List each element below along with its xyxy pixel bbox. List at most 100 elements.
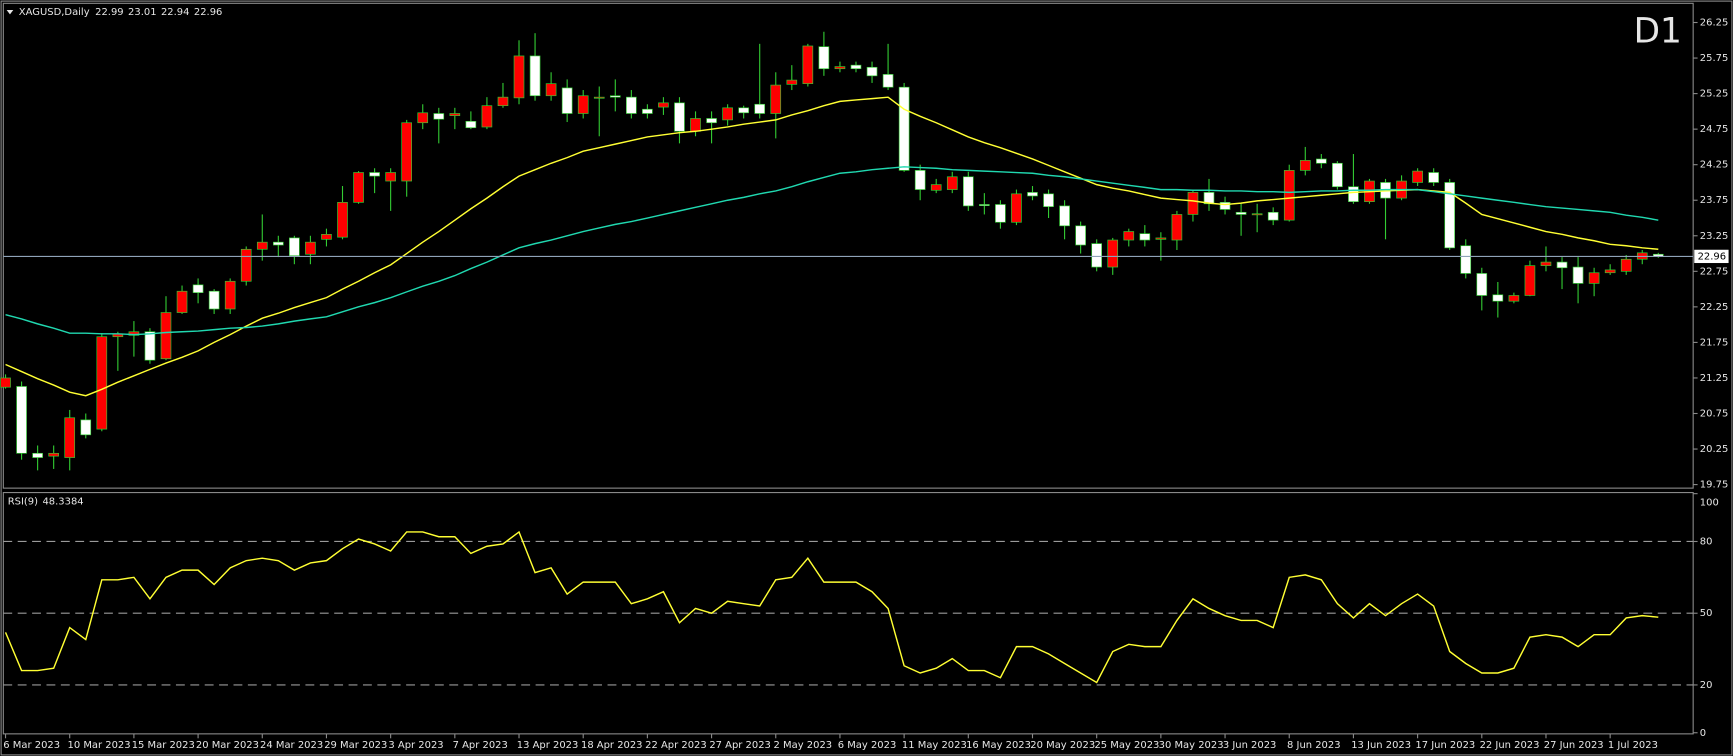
- header-open: 22.99: [95, 7, 123, 18]
- candle-body: [1235, 211, 1247, 215]
- moving-average: [5, 166, 1659, 336]
- candle-body: [946, 176, 958, 190]
- candle-body: [1283, 170, 1295, 221]
- y-tick-label: 19.75: [1700, 480, 1728, 491]
- candle-body: [240, 248, 252, 282]
- candle-body: [1219, 202, 1231, 210]
- candle-body: [690, 118, 701, 132]
- candle-body: [1604, 269, 1616, 274]
- candle-body: [1251, 213, 1263, 216]
- x-tick-label: 22 Jun 2023: [1480, 740, 1540, 751]
- candle-body: [962, 176, 974, 207]
- x-tick-label: 3 Jun 2023: [1223, 740, 1277, 751]
- price-label: 22.96: [1698, 251, 1726, 262]
- candle-body: [305, 241, 316, 255]
- candle-body: [1059, 205, 1070, 227]
- candle-body: [273, 241, 284, 246]
- candle-body: [417, 112, 429, 124]
- header-high: 23.01: [128, 7, 156, 18]
- candle-body: [1011, 193, 1022, 223]
- moving-average: [5, 96, 1659, 397]
- candle-body: [513, 55, 525, 99]
- candle-body: [321, 234, 332, 240]
- rsi-current: 48.3384: [42, 496, 83, 507]
- candle-body: [754, 103, 766, 114]
- candle-body: [995, 204, 1006, 223]
- candle-body: [738, 107, 749, 114]
- y-tick-label: 21.75: [1700, 337, 1728, 348]
- y-tick-label: 21.25: [1700, 373, 1728, 384]
- candle-body: [208, 290, 220, 310]
- candle-body: [289, 237, 300, 257]
- x-tick-label: 20 May 2023: [1030, 740, 1095, 751]
- x-tick-label: 27 Apr 2023: [709, 740, 771, 751]
- candle-body: [449, 113, 461, 116]
- menu-arrow[interactable]: [6, 9, 14, 15]
- x-tick-label: 22 Apr 2023: [645, 740, 707, 751]
- y-tick-label: 20: [1700, 680, 1713, 691]
- candle-body: [1588, 272, 1600, 284]
- x-tick-label: 20 Mar 2023: [196, 740, 259, 751]
- x-tick-label: 18 Apr 2023: [581, 740, 643, 751]
- x-tick-label: 3 Apr 2023: [388, 740, 443, 751]
- candle-body: [1123, 231, 1135, 241]
- x-tick-label: 15 Mar 2023: [132, 740, 195, 751]
- y-tick-label: 24.25: [1700, 160, 1728, 171]
- candle-body: [930, 184, 942, 191]
- rsi-title: RSI(9): [8, 496, 38, 507]
- candle-body: [465, 120, 477, 129]
- candle-body: [1348, 186, 1359, 202]
- candle-body: [1187, 192, 1199, 215]
- candle-body: [1508, 295, 1520, 302]
- candle-body: [256, 241, 268, 250]
- y-tick-label: 24.75: [1700, 124, 1728, 135]
- candle-body: [1299, 160, 1311, 171]
- y-tick-label: 22.25: [1700, 302, 1728, 313]
- y-tick-label: 20.75: [1700, 408, 1728, 419]
- candle-body: [1412, 170, 1423, 183]
- x-tick-label: 13 Apr 2023: [517, 740, 579, 751]
- candle-body: [192, 284, 204, 293]
- candle-body: [626, 96, 637, 114]
- candle-body: [979, 204, 990, 206]
- x-tick-label: 6 Mar 2023: [3, 740, 60, 751]
- candle-body: [16, 386, 27, 454]
- candle-body: [64, 417, 76, 458]
- y-tick-label: 80: [1700, 536, 1713, 547]
- candle-body: [642, 108, 653, 114]
- x-tick-label: 29 Mar 2023: [324, 740, 387, 751]
- y-tick-label: 0: [1700, 728, 1706, 739]
- candle-body: [96, 336, 108, 430]
- candle-body: [144, 331, 156, 361]
- rsi-line: [4, 530, 1659, 684]
- y-tick-label: 23.75: [1700, 195, 1728, 206]
- candle-body: [577, 95, 589, 114]
- candle-body: [433, 113, 445, 120]
- candle-body: [1332, 162, 1343, 188]
- x-tick-label: 10 Mar 2023: [68, 740, 131, 751]
- x-tick-label: 7 Apr 2023: [453, 740, 508, 751]
- candle-body: [176, 290, 188, 313]
- price-label-box: [1694, 249, 1729, 264]
- candle-body: [1091, 243, 1102, 268]
- candle-body: [770, 84, 782, 114]
- candle-body: [224, 280, 236, 310]
- candle-body: [722, 107, 733, 121]
- candle-body: [1171, 214, 1183, 241]
- y-tick-label: 25.75: [1700, 53, 1728, 64]
- candle-body: [481, 105, 493, 128]
- rsi-header: RSI(9) 48.3384: [8, 496, 84, 507]
- x-tick-label: 1 Jul 2023: [1608, 740, 1658, 751]
- x-tick-label: 8 Jun 2023: [1287, 740, 1341, 751]
- candle-body: [914, 170, 926, 190]
- candle-body: [706, 118, 717, 124]
- candle-body: [802, 45, 814, 84]
- candle-body: [1492, 294, 1504, 302]
- candle-body: [866, 66, 878, 77]
- candle-body: [32, 452, 43, 458]
- candle-body: [545, 83, 557, 97]
- candle-body: [160, 312, 172, 360]
- x-tick-label: 13 Jun 2023: [1351, 740, 1411, 751]
